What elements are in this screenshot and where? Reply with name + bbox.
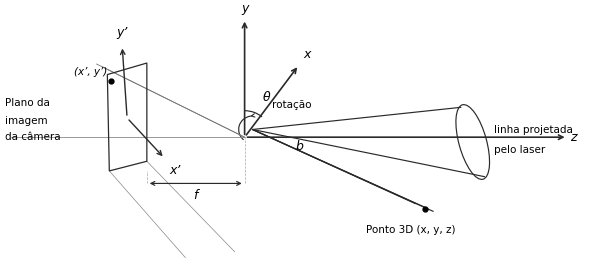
Text: y: y bbox=[241, 2, 248, 15]
Text: θ: θ bbox=[263, 92, 270, 105]
Text: (x’, y’): (x’, y’) bbox=[74, 68, 108, 77]
Text: Ponto 3D (x, y, z): Ponto 3D (x, y, z) bbox=[366, 225, 455, 235]
Text: x’: x’ bbox=[169, 164, 181, 177]
Text: linha projetada: linha projetada bbox=[494, 126, 573, 135]
Text: da câmera: da câmera bbox=[5, 132, 60, 142]
Text: rotação: rotação bbox=[272, 100, 312, 110]
Text: z: z bbox=[570, 131, 577, 144]
Text: y’: y’ bbox=[116, 26, 128, 39]
Text: f: f bbox=[194, 189, 198, 202]
Text: imagem: imagem bbox=[5, 116, 48, 126]
Text: x: x bbox=[303, 48, 310, 61]
Text: pelo laser: pelo laser bbox=[494, 145, 546, 155]
Text: Plano da: Plano da bbox=[5, 98, 49, 108]
Text: b: b bbox=[296, 140, 304, 153]
